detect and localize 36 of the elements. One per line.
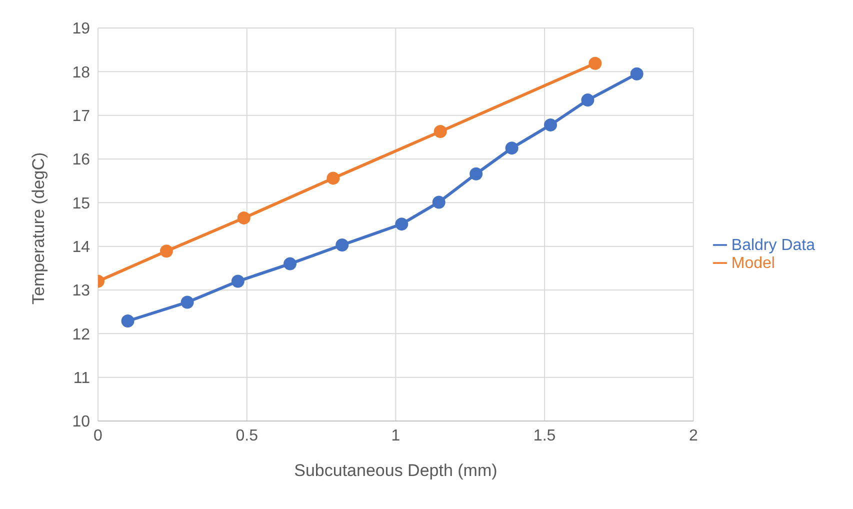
point — [630, 67, 644, 80]
point — [231, 274, 244, 288]
point — [326, 172, 340, 185]
point — [284, 257, 297, 270]
point — [588, 56, 602, 70]
point — [505, 142, 518, 155]
y-tick-label: 17 — [72, 108, 90, 126]
point — [434, 124, 447, 138]
x-tick-label: 1 — [391, 427, 400, 444]
x-tick-label: 0.5 — [236, 427, 258, 444]
point — [544, 118, 558, 132]
y-tick-label: 18 — [72, 64, 90, 82]
point — [180, 296, 194, 309]
point — [581, 94, 594, 107]
point — [470, 167, 483, 180]
y-tick-label: 11 — [73, 370, 90, 388]
y-tick-label: 19 — [72, 20, 90, 38]
x-tick-label: 0 — [94, 427, 103, 444]
legend-label: Model — [731, 254, 775, 272]
legend-label: Baldry Data — [731, 236, 815, 254]
y-tick-label: 16 — [72, 152, 90, 169]
point — [336, 238, 349, 252]
point — [160, 244, 173, 258]
y-tick-label: 14 — [72, 239, 90, 256]
x-tick-label: 1.5 — [533, 427, 556, 444]
point — [121, 314, 134, 328]
y-tick-label: 12 — [72, 326, 90, 344]
y-tick-label: 10 — [72, 414, 90, 431]
y-tick-label: 13 — [72, 282, 90, 300]
y-tick-label: 15 — [72, 195, 90, 212]
point — [432, 196, 446, 209]
point — [237, 211, 250, 224]
y-axis-title: Temperature (degC) — [29, 152, 48, 304]
x-axis-title: Subcutaneous Depth (mm) — [294, 461, 498, 480]
point — [395, 218, 408, 231]
x-tick-label: 2 — [688, 427, 698, 444]
